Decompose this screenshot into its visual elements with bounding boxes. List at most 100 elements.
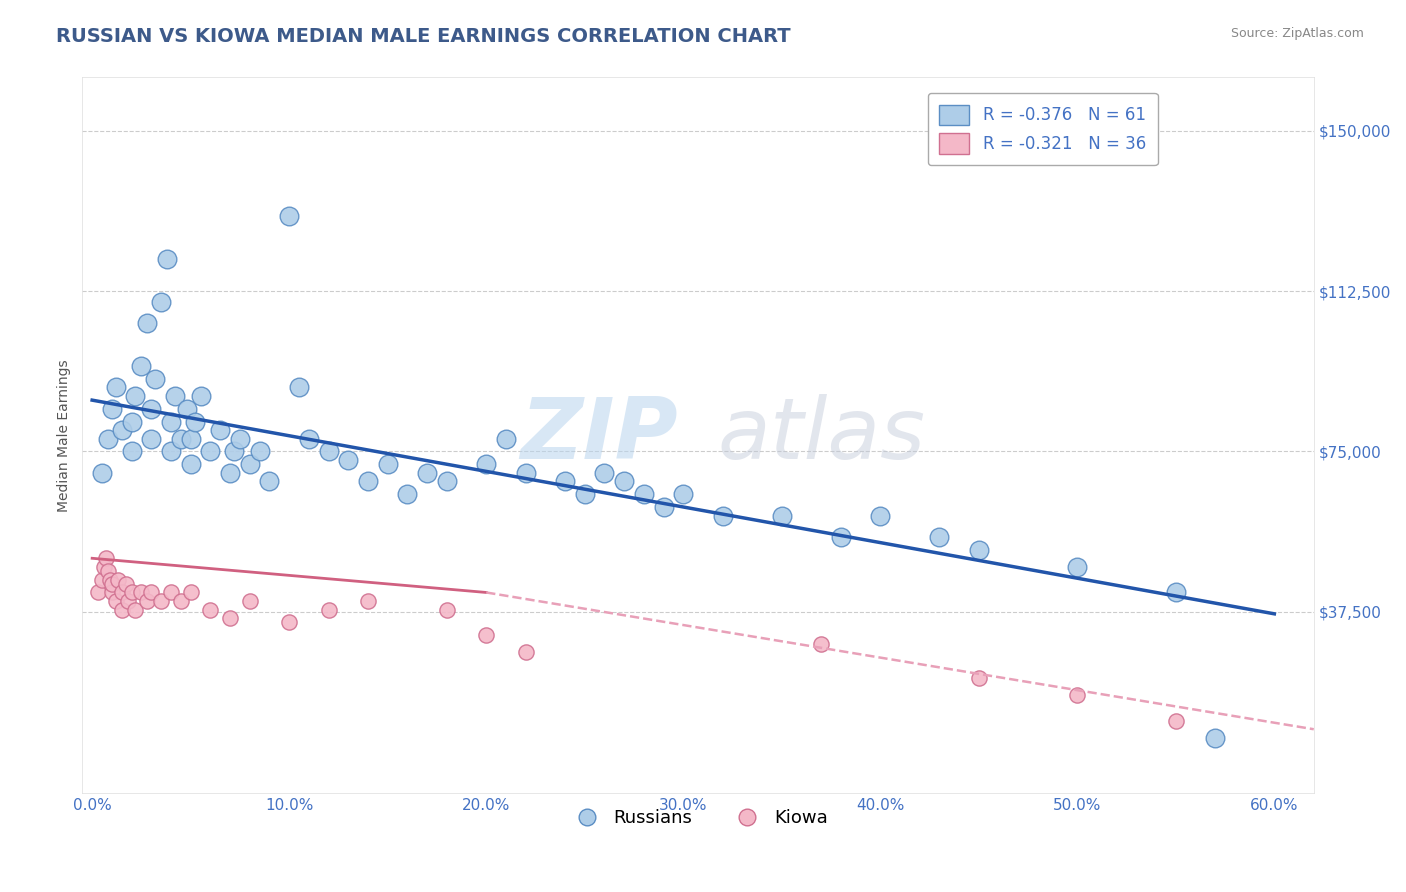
Point (298, 432, 321, 446)
Point (117, 594, 139, 608)
Point (239, 457, 262, 471)
Point (91, 573, 114, 587)
Point (107, 573, 129, 587)
Point (200, 444, 222, 458)
Point (91, 466, 114, 480)
Point (259, 475, 281, 489)
Point (219, 466, 242, 480)
Point (111, 585, 134, 599)
Point (101, 577, 124, 591)
Point (475, 628, 498, 642)
Point (160, 585, 183, 599)
Point (183, 415, 205, 429)
Point (163, 389, 186, 403)
Point (180, 585, 202, 599)
Point (229, 432, 252, 446)
Point (124, 389, 146, 403)
Point (593, 466, 616, 480)
Point (141, 432, 163, 446)
Point (121, 585, 143, 599)
Point (180, 457, 202, 471)
Y-axis label: Median Male Earnings: Median Male Earnings (58, 359, 72, 512)
Point (143, 372, 166, 386)
Point (436, 602, 458, 616)
Point (104, 594, 127, 608)
Point (104, 380, 127, 394)
Point (770, 508, 793, 523)
Point (121, 444, 143, 458)
Point (475, 457, 498, 471)
Point (1066, 559, 1088, 574)
Point (101, 585, 124, 599)
Point (180, 432, 202, 446)
Point (150, 594, 173, 608)
Point (121, 415, 143, 429)
Point (101, 401, 124, 416)
Point (967, 542, 990, 557)
Point (131, 585, 153, 599)
Point (652, 500, 675, 514)
Point (160, 444, 183, 458)
Text: Source: ZipAtlas.com: Source: ZipAtlas.com (1230, 27, 1364, 40)
Point (170, 594, 193, 608)
Point (574, 487, 596, 501)
Point (97, 564, 120, 578)
Point (111, 423, 134, 437)
Point (318, 444, 340, 458)
Point (377, 457, 399, 471)
Point (869, 508, 891, 523)
Point (318, 602, 340, 616)
Point (136, 594, 159, 608)
Point (436, 475, 458, 489)
Point (94, 551, 117, 566)
Point (141, 585, 163, 599)
Point (156, 252, 179, 266)
Point (114, 577, 136, 591)
Text: atlas: atlas (717, 394, 925, 477)
Point (249, 444, 271, 458)
Point (633, 487, 655, 501)
Point (190, 389, 212, 403)
Point (1164, 714, 1187, 728)
Point (495, 432, 517, 446)
Point (200, 602, 222, 616)
Point (278, 210, 301, 224)
Point (160, 415, 183, 429)
Point (150, 294, 173, 309)
Point (87, 585, 110, 599)
Point (176, 401, 198, 416)
Point (711, 508, 734, 523)
Point (97, 432, 120, 446)
Point (416, 466, 439, 480)
Point (1066, 688, 1088, 702)
Point (810, 637, 832, 651)
Point (1204, 731, 1226, 745)
Point (357, 594, 380, 608)
Point (515, 645, 537, 659)
Point (278, 615, 301, 630)
Point (131, 359, 153, 373)
Point (830, 530, 852, 544)
Point (1164, 585, 1187, 599)
Legend: Russians, Kiowa: Russians, Kiowa (561, 802, 835, 834)
Point (111, 602, 134, 616)
Point (613, 475, 636, 489)
Point (515, 466, 537, 480)
Point (337, 453, 360, 467)
Point (98, 573, 121, 587)
Point (124, 602, 146, 616)
Point (141, 401, 163, 416)
Point (672, 487, 695, 501)
Point (93, 559, 115, 574)
Point (170, 432, 193, 446)
Point (136, 316, 159, 330)
Point (967, 671, 990, 685)
Point (928, 530, 950, 544)
Point (396, 487, 419, 501)
Point (209, 423, 232, 437)
Point (222, 444, 245, 458)
Point (357, 475, 380, 489)
Text: RUSSIAN VS KIOWA MEDIAN MALE EARNINGS CORRELATION CHART: RUSSIAN VS KIOWA MEDIAN MALE EARNINGS CO… (56, 27, 790, 45)
Text: ZIP: ZIP (520, 394, 678, 477)
Point (554, 475, 576, 489)
